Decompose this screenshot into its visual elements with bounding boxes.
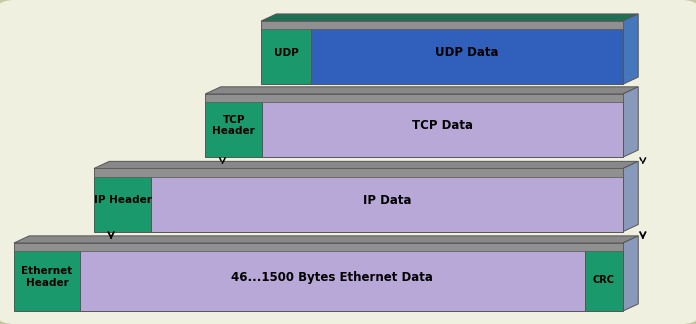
Polygon shape <box>623 161 638 232</box>
Bar <box>80 243 585 311</box>
Polygon shape <box>623 236 638 311</box>
Bar <box>94 168 151 232</box>
Text: UDP: UDP <box>274 48 299 58</box>
Text: CRC: CRC <box>593 275 615 285</box>
Bar <box>585 243 623 311</box>
Bar <box>261 21 623 29</box>
Bar <box>94 168 623 177</box>
Polygon shape <box>94 161 638 168</box>
Text: TCP
Header: TCP Header <box>212 115 255 136</box>
Bar <box>262 94 623 157</box>
Text: Ethernet
Header: Ethernet Header <box>22 266 72 288</box>
Bar <box>205 94 262 157</box>
Polygon shape <box>205 87 638 94</box>
Bar <box>261 21 311 84</box>
Bar <box>311 21 623 84</box>
Text: UDP Data: UDP Data <box>435 46 499 59</box>
Bar <box>151 168 623 232</box>
Text: TCP Data: TCP Data <box>412 119 473 132</box>
Text: IP Header: IP Header <box>93 195 152 205</box>
Text: IP Data: IP Data <box>363 193 411 207</box>
Bar <box>14 243 623 251</box>
Polygon shape <box>623 14 638 84</box>
Text: 46...1500 Bytes Ethernet Data: 46...1500 Bytes Ethernet Data <box>231 271 434 284</box>
Polygon shape <box>14 236 638 243</box>
Bar <box>14 243 80 311</box>
Bar <box>205 94 623 102</box>
Polygon shape <box>623 87 638 157</box>
Polygon shape <box>261 14 638 21</box>
